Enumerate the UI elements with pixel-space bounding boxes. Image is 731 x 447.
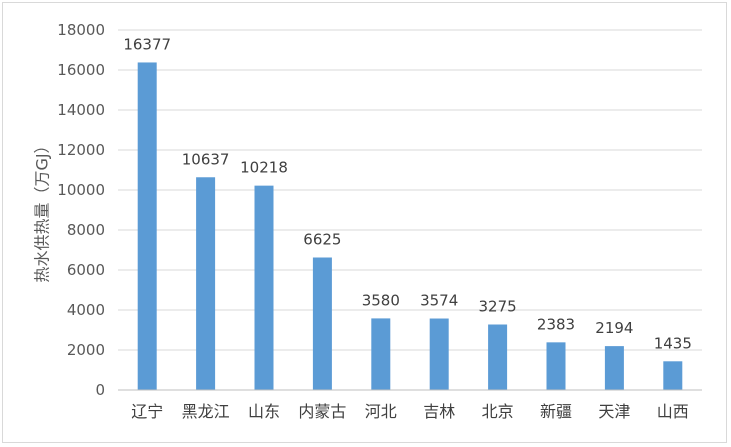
bar [546,342,566,390]
x-axis-categories: 辽宁 黑龙江 山东 内蒙古 河北 吉林 北京 新疆 天津 山西 [131,402,689,421]
y-tick-label: 2000 [67,341,105,359]
y-tick-label: 14000 [57,101,105,119]
bar [488,324,508,390]
bar [196,177,216,390]
y-tick-label: 18000 [57,21,105,39]
bar [312,257,332,390]
category-label: 山东 [248,402,280,421]
data-label: 3275 [479,298,517,316]
y-tick-label: 12000 [57,141,105,159]
data-label: 1435 [654,334,692,352]
y-axis-ticks: 0 2000 4000 6000 8000 10000 12000 14000 16000 180… [57,21,105,399]
data-label: 3580 [362,291,400,309]
bar [371,318,391,390]
category-label: 吉林 [423,402,455,421]
y-tick-label: 10000 [57,181,105,199]
data-label: 3574 [420,292,458,310]
category-label: 山西 [657,402,689,421]
y-tick-label: 8000 [67,221,105,239]
data-label: 10637 [182,150,230,168]
y-tick-label: 4000 [67,301,105,319]
bar [429,318,449,390]
data-label: 10218 [240,159,288,177]
data-label: 2383 [537,315,575,333]
bar [604,346,624,390]
data-label: 2194 [595,319,633,337]
bars [137,62,683,391]
category-label: 天津 [598,402,630,421]
data-labels: 16377 10637 10218 6625 3580 3574 3275 2383 2194 1… [123,35,692,352]
gridlines [118,29,702,351]
category-label: 河北 [365,402,397,421]
category-label: 新疆 [540,402,572,421]
y-tick-label: 16000 [57,61,105,79]
y-tick-label: 6000 [67,261,105,279]
y-axis-title: 热水供热量（万GJ） [33,137,52,282]
bar [254,185,274,390]
category-label: 内蒙古 [298,402,346,421]
data-label: 16377 [123,35,171,53]
bar [663,361,683,390]
category-label: 北京 [482,402,514,421]
category-label: 黑龙江 [182,402,230,421]
y-tick-label: 0 [95,381,105,399]
category-label: 辽宁 [131,402,163,421]
data-label: 6625 [303,231,341,249]
bar [137,62,157,391]
